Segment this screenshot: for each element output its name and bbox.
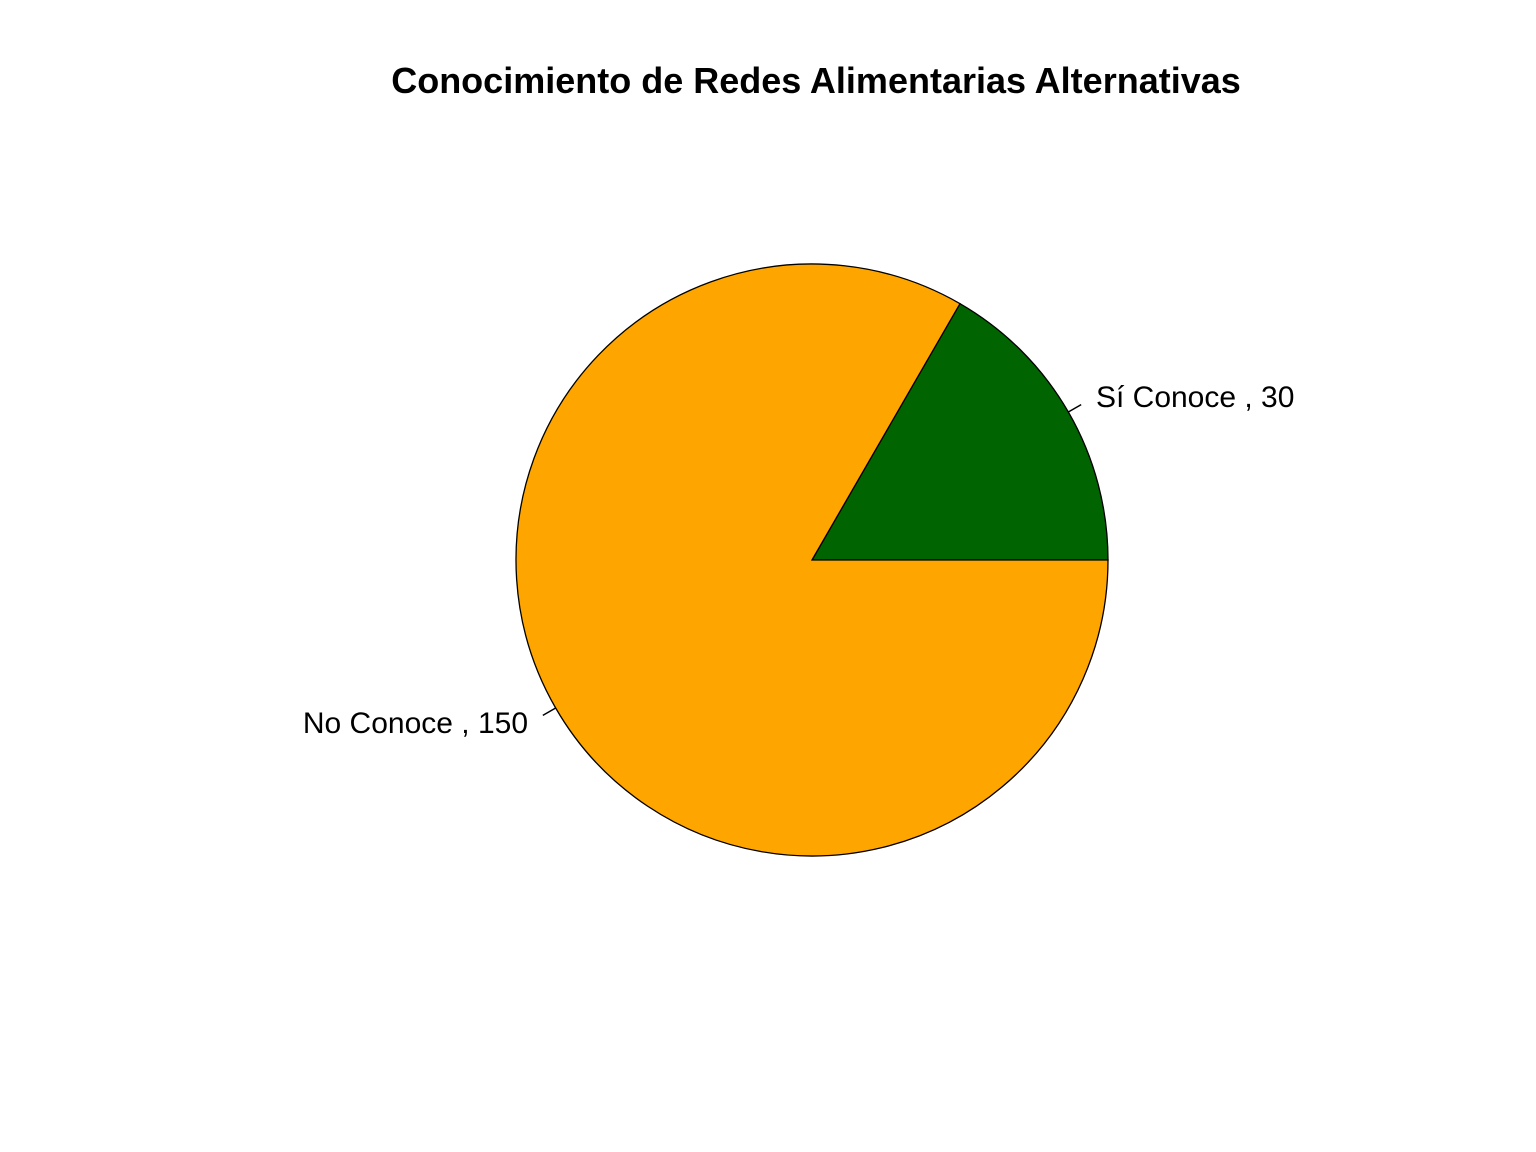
label-leader-line-1	[1067, 403, 1082, 413]
pie-slices	[515, 263, 1109, 857]
pie-slice-2	[515, 263, 1109, 857]
slice-label-2: No Conoce , 150	[303, 707, 528, 740]
pie-labels: Sí Conoce , 30 No Conoce , 150	[303, 381, 1295, 740]
slice-label-1: Sí Conoce , 30	[1096, 381, 1294, 414]
label-leader-line-2	[542, 707, 557, 717]
chart-title: Conocimiento de Redes Alimentarias Alter…	[391, 60, 1241, 101]
